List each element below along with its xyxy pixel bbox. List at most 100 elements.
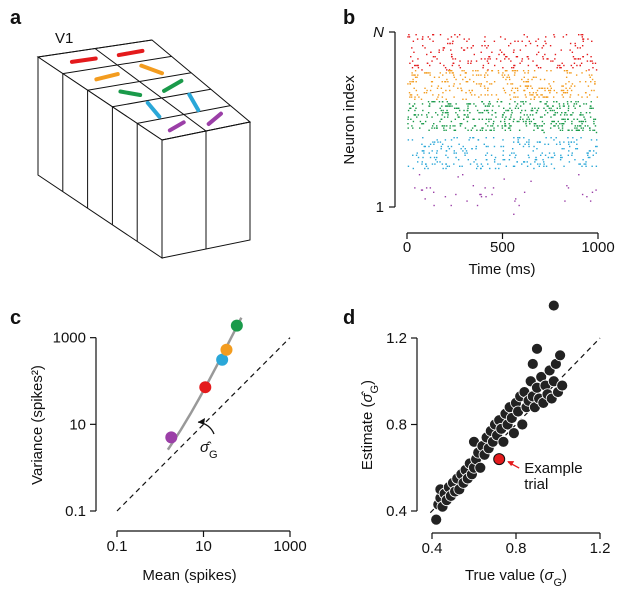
spike: [566, 72, 569, 74]
spike: [526, 141, 528, 143]
spike: [525, 96, 527, 98]
spike: [515, 198, 517, 200]
spike: [464, 114, 466, 116]
spike: [556, 112, 559, 114]
spike: [446, 165, 449, 167]
spike: [431, 163, 434, 165]
spike: [567, 141, 570, 143]
spike: [585, 70, 588, 72]
spike: [538, 87, 540, 89]
spike: [441, 81, 443, 83]
spike: [421, 123, 423, 125]
spike: [531, 78, 533, 81]
spike: [550, 137, 552, 139]
spike: [449, 125, 451, 127]
spike: [421, 103, 424, 105]
spike: [561, 85, 563, 87]
spike: [466, 200, 468, 202]
spike: [550, 116, 552, 118]
spike: [463, 49, 466, 51]
point: [220, 343, 233, 356]
spike: [409, 107, 411, 109]
spike: [447, 112, 449, 114]
spike: [441, 96, 444, 98]
spike: [574, 42, 576, 45]
spike: [581, 120, 583, 123]
spike: [556, 67, 558, 69]
spike: [490, 83, 493, 85]
spike: [443, 64, 445, 67]
spike: [464, 148, 466, 150]
spike: [570, 64, 573, 67]
arrow-head: [507, 461, 515, 467]
spike: [495, 58, 498, 60]
spike: [420, 98, 423, 100]
spike: [527, 72, 529, 74]
spike: [413, 87, 415, 89]
spike: [423, 92, 426, 94]
spike: [515, 56, 518, 58]
spike: [576, 125, 579, 127]
spike: [550, 163, 553, 165]
title-part: ): [562, 567, 567, 584]
spike: [585, 112, 588, 114]
spike: [480, 83, 482, 85]
spike: [416, 94, 419, 96]
spike: [498, 53, 500, 56]
spike: [432, 40, 434, 42]
spike: [485, 154, 487, 156]
spike: [578, 34, 580, 36]
spike: [453, 129, 455, 131]
spike: [576, 127, 578, 129]
spike: [453, 96, 455, 98]
spike: [436, 58, 438, 60]
spike: [568, 145, 571, 148]
spike: [407, 139, 410, 141]
spike: [532, 94, 534, 96]
orientation-bar: [145, 100, 162, 119]
spike: [540, 94, 542, 96]
spike: [509, 129, 512, 131]
spike: [590, 101, 592, 103]
spike: [594, 118, 597, 120]
spike: [495, 116, 497, 118]
spike: [546, 58, 548, 60]
spike: [488, 101, 491, 103]
spike: [561, 94, 563, 96]
spike: [562, 96, 565, 98]
spike: [483, 143, 485, 145]
spike: [481, 101, 483, 103]
spike: [440, 148, 442, 150]
spike: [553, 34, 555, 36]
spike: [589, 116, 592, 118]
spike: [575, 148, 577, 150]
orientation-bar: [162, 78, 184, 93]
spike: [563, 123, 565, 125]
spike: [457, 116, 459, 118]
spike: [474, 94, 476, 96]
spike: [407, 118, 409, 120]
spike: [421, 114, 423, 116]
spike: [424, 87, 426, 89]
spike: [441, 163, 444, 165]
spike: [541, 125, 543, 127]
spike: [418, 174, 421, 176]
spike: [534, 159, 537, 161]
spike: [460, 148, 462, 150]
spike: [516, 87, 519, 89]
spike: [523, 34, 525, 36]
spike: [537, 67, 540, 69]
spike: [493, 127, 495, 129]
spike: [456, 137, 458, 139]
spike: [531, 87, 533, 89]
spike: [439, 34, 442, 36]
spike: [489, 83, 491, 85]
spike: [466, 103, 468, 105]
spike: [436, 114, 439, 116]
point: [216, 353, 229, 366]
annotation: trial: [524, 476, 548, 493]
spike: [492, 187, 495, 189]
spike: [590, 139, 593, 141]
spike: [588, 69, 590, 71]
spike: [514, 70, 517, 72]
